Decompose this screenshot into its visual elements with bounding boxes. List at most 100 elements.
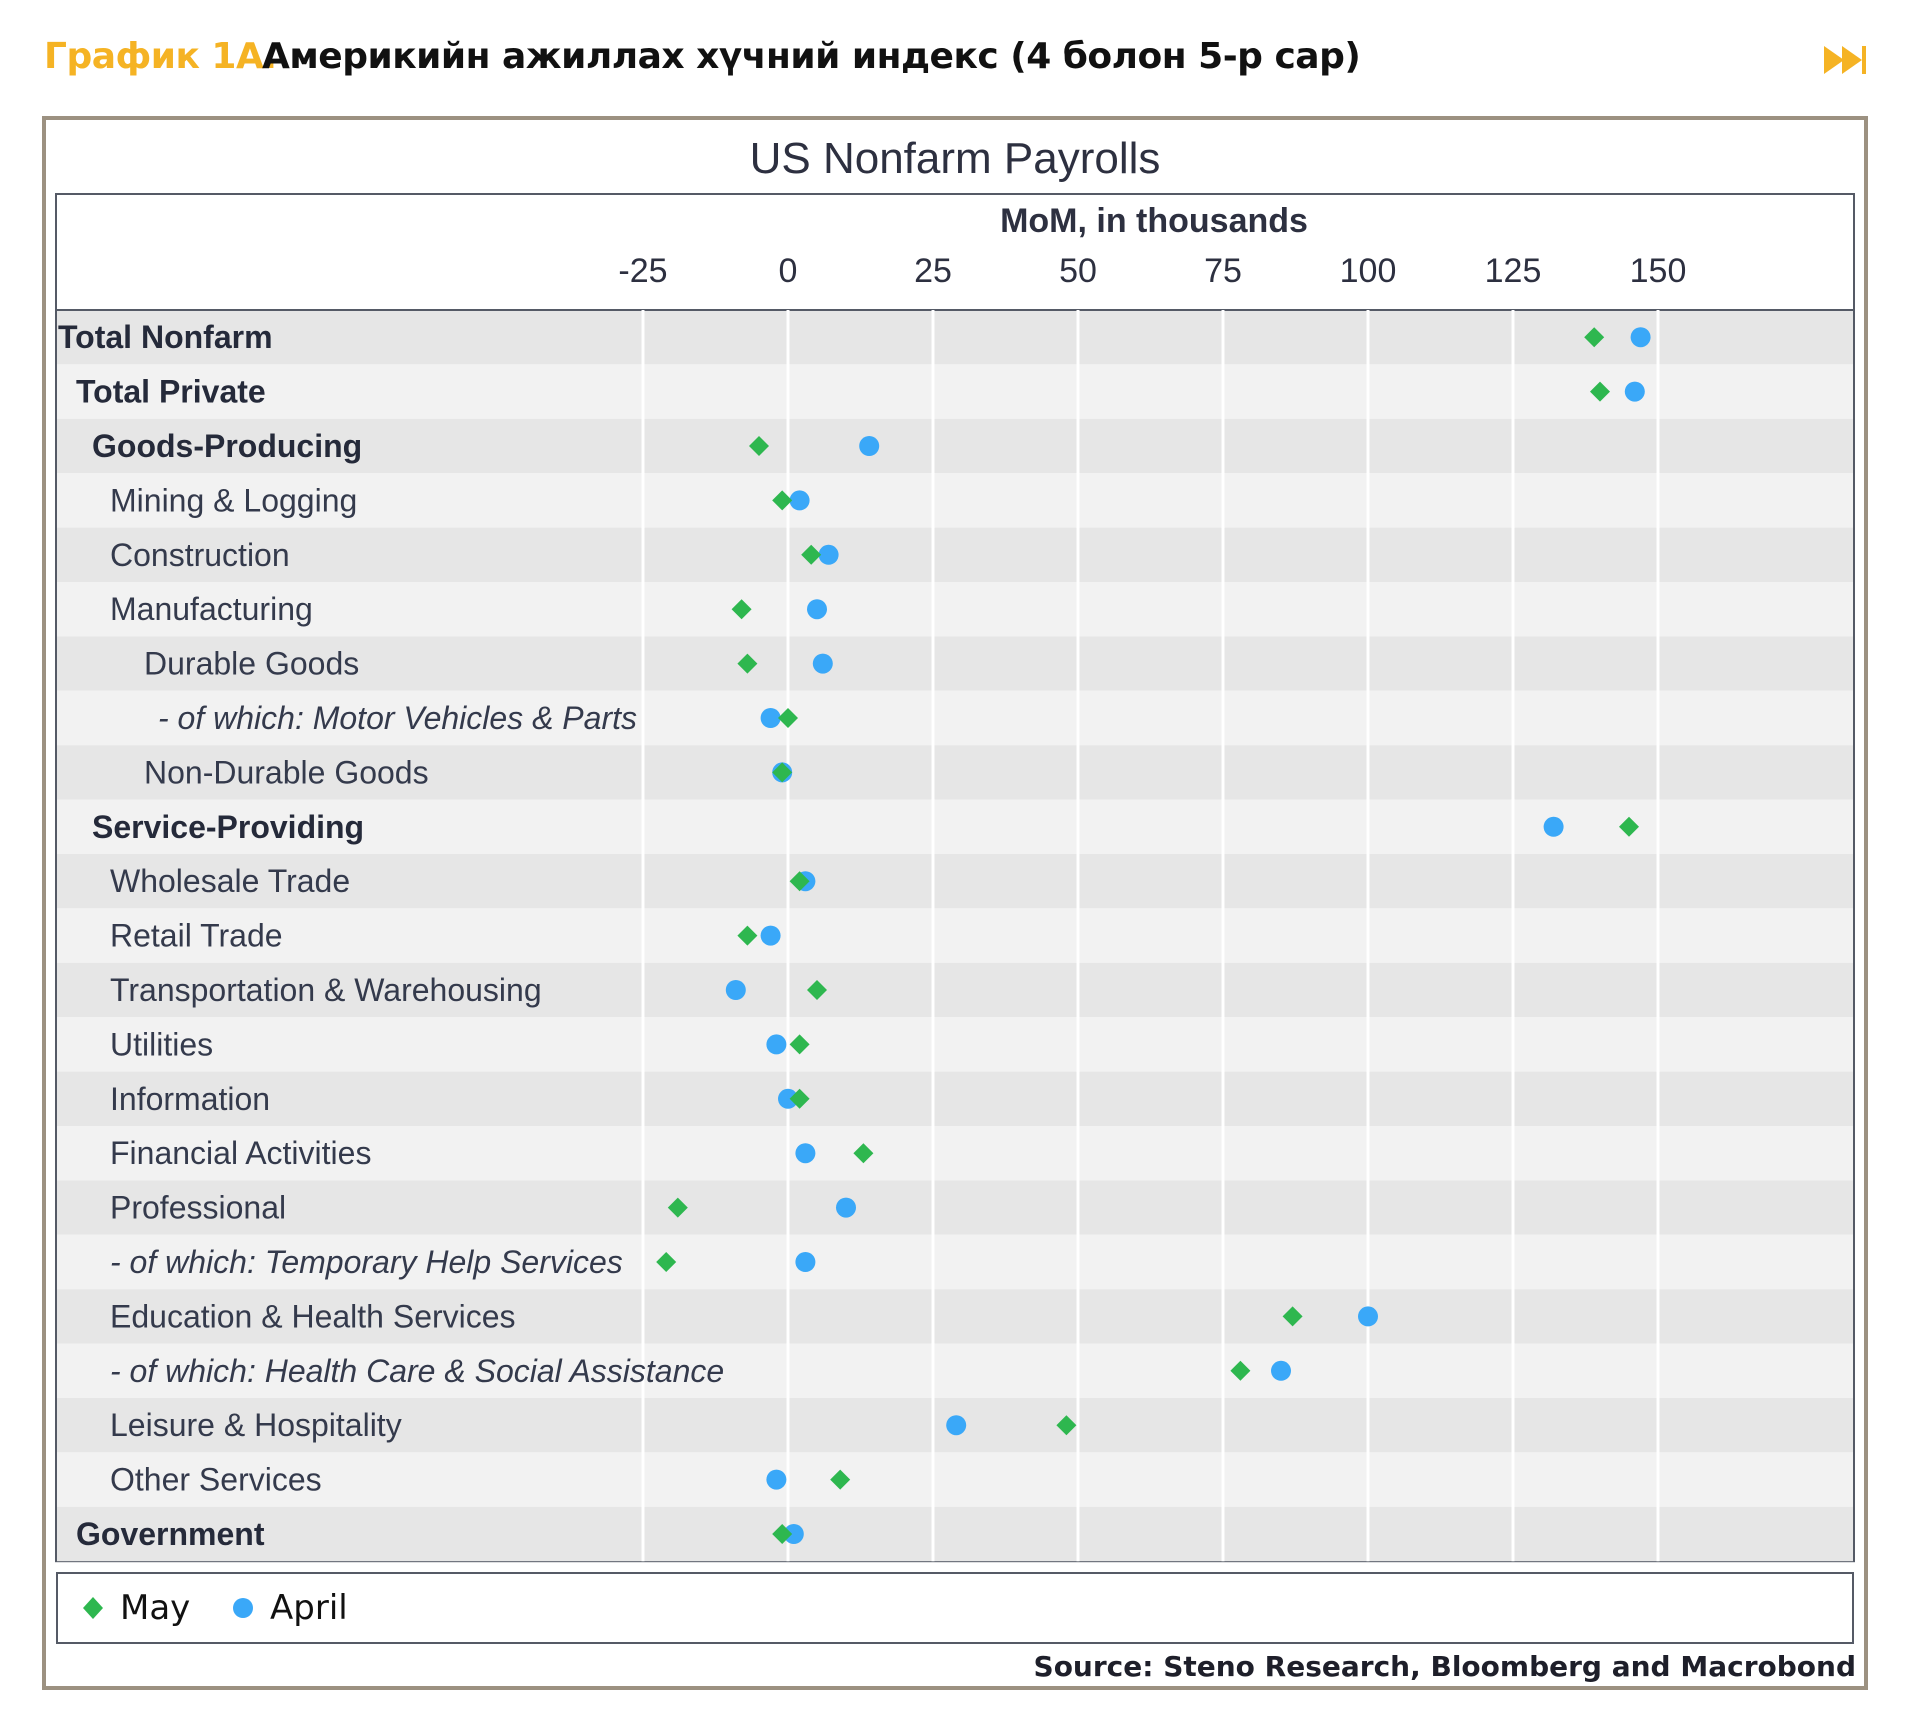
may-point xyxy=(789,871,810,892)
category-label: Goods-Producing xyxy=(92,428,362,464)
row-band xyxy=(57,1506,1853,1562)
x-tick-label: 150 xyxy=(1630,252,1687,290)
april-point xyxy=(1630,327,1651,348)
x-tick-label: 125 xyxy=(1485,252,1542,290)
row-band xyxy=(57,1234,1853,1290)
row-band xyxy=(57,582,1853,637)
category-label: Other Services xyxy=(110,1462,322,1498)
x-tick-label: 50 xyxy=(1059,252,1097,290)
april-point xyxy=(859,436,880,456)
row-band xyxy=(57,527,1853,582)
x-tick-label: 75 xyxy=(1204,252,1242,290)
april-point xyxy=(795,1252,816,1272)
may-point xyxy=(737,653,758,674)
row-band xyxy=(57,1071,1853,1126)
may-point xyxy=(1056,1415,1077,1436)
x-tick-label: -25 xyxy=(618,252,667,290)
row-band xyxy=(57,908,1853,963)
row-band xyxy=(57,310,1853,365)
category-label: - of which: Motor Vehicles & Parts xyxy=(158,700,637,736)
april-point xyxy=(778,1088,798,1109)
category-label: Transportation & Warehousing xyxy=(110,972,542,1008)
may-point xyxy=(772,762,793,783)
category-label: Professional xyxy=(110,1190,286,1226)
may-point xyxy=(656,1252,677,1272)
x-axis-label: MoM, in thousands xyxy=(1000,202,1308,240)
category-label: - of which: Temporary Help Services xyxy=(110,1244,623,1280)
may-point xyxy=(772,1524,793,1544)
row-band xyxy=(57,1017,1853,1072)
legend-label-april: April xyxy=(270,1588,348,1628)
category-label: Government xyxy=(76,1516,265,1552)
april-point xyxy=(789,490,810,511)
row-band xyxy=(57,1452,1853,1507)
april-point xyxy=(766,1034,787,1055)
legend-label-may: May xyxy=(120,1588,191,1628)
row-band xyxy=(57,418,1853,474)
row-band xyxy=(57,473,1853,528)
may-point xyxy=(772,490,793,511)
may-point xyxy=(737,925,758,946)
category-label: Non-Durable Goods xyxy=(144,754,429,790)
row-band xyxy=(57,636,1853,691)
row-band xyxy=(57,854,1853,909)
may-point xyxy=(1282,1306,1303,1327)
april-point xyxy=(1624,381,1645,402)
may-diamond-icon xyxy=(83,1597,103,1619)
row-band xyxy=(57,1289,1853,1344)
category-label: Manufacturing xyxy=(110,591,313,627)
figure-label: График 1А. xyxy=(44,36,277,77)
may-point xyxy=(801,544,822,565)
april-point xyxy=(725,980,746,1000)
row-band xyxy=(57,745,1853,800)
april-circle-icon xyxy=(233,1598,253,1618)
chart-title: US Nonfarm Payrolls xyxy=(749,134,1161,183)
row-band xyxy=(57,1180,1853,1235)
category-label: Leisure & Hospitality xyxy=(110,1407,402,1443)
row-band xyxy=(57,364,1853,419)
may-point xyxy=(1590,381,1610,402)
figure-title: Америкийн ажиллах хүчний индекс (4 болон… xyxy=(262,36,1361,77)
april-point xyxy=(1271,1360,1291,1381)
category-label: Wholesale Trade xyxy=(110,863,350,899)
april-point xyxy=(836,1197,856,1218)
category-label: Construction xyxy=(110,537,290,573)
x-tick-label: 100 xyxy=(1340,252,1397,290)
chart-plot: MoM, in thousands -25 0 25 50 75 100 125 150 Tota… xyxy=(55,193,1855,1563)
april-point xyxy=(1358,1306,1378,1327)
chart-frame: US Nonfarm Payrolls MoM, in thousands -25… xyxy=(42,116,1868,1690)
category-label: - of which: Health Care & Social Assista… xyxy=(110,1353,724,1389)
row-band xyxy=(57,1126,1853,1181)
double-chevron-right-icon[interactable] xyxy=(1822,40,1870,80)
category-label: Total Nonfarm xyxy=(58,319,273,355)
category-label: Mining & Logging xyxy=(110,482,357,518)
category-label: Financial Activities xyxy=(110,1135,371,1171)
x-tick-label: 0 xyxy=(779,252,798,290)
row-band xyxy=(57,690,1853,746)
april-point xyxy=(795,1143,816,1164)
may-point xyxy=(1619,816,1639,837)
category-label: Durable Goods xyxy=(144,646,359,682)
april-point xyxy=(760,925,781,946)
row-band xyxy=(57,1343,1853,1398)
may-point xyxy=(789,1088,810,1109)
may-point xyxy=(789,1034,810,1055)
april-point xyxy=(766,1469,787,1490)
legend: May April xyxy=(56,1572,1854,1644)
category-label: Service-Providing xyxy=(92,809,364,845)
category-label: Total Private xyxy=(76,374,266,410)
april-point xyxy=(783,1524,804,1544)
may-point xyxy=(749,436,769,456)
row-band xyxy=(57,962,1853,1018)
april-point xyxy=(807,599,827,620)
category-label: Retail Trade xyxy=(110,918,283,954)
may-point xyxy=(1584,327,1605,348)
may-point xyxy=(731,599,752,620)
category-label: Utilities xyxy=(110,1026,213,1062)
may-point xyxy=(1230,1360,1251,1381)
header: График 1А. Америкийн ажиллах хүчний инде… xyxy=(44,32,1874,92)
x-tick-label: 25 xyxy=(914,252,952,290)
source-note: Source: Steno Research, Bloomberg and Ma… xyxy=(1033,1650,1856,1683)
april-point xyxy=(946,1415,967,1436)
april-point xyxy=(812,653,833,674)
